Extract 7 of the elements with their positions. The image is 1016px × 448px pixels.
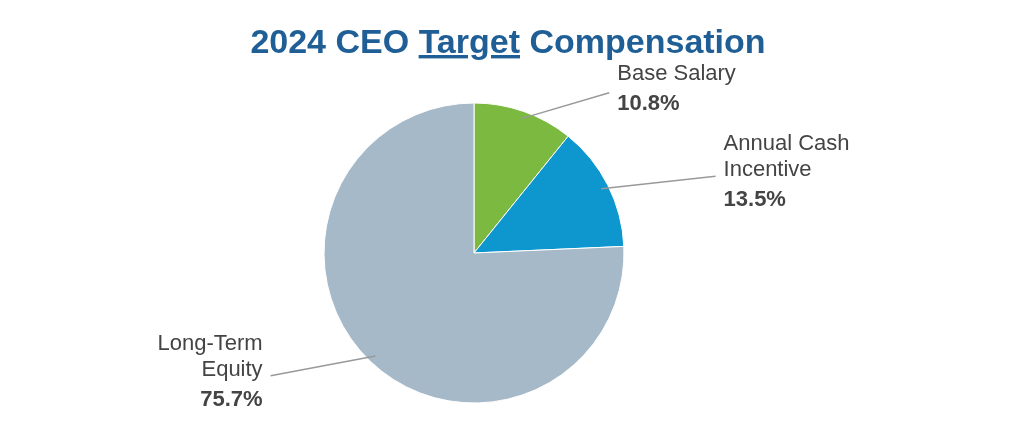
data-label: 10.8% xyxy=(617,89,680,115)
slice-label: Long-Term Equity xyxy=(157,329,263,381)
data-label: 13.5% xyxy=(723,186,786,212)
slice-label: Annual Cash Incentive xyxy=(723,130,850,182)
data-label: 75.7% xyxy=(200,385,263,411)
slice-label: Base Salary xyxy=(617,59,736,85)
chart-title: 2024 CEO Target Compensation xyxy=(250,22,766,60)
